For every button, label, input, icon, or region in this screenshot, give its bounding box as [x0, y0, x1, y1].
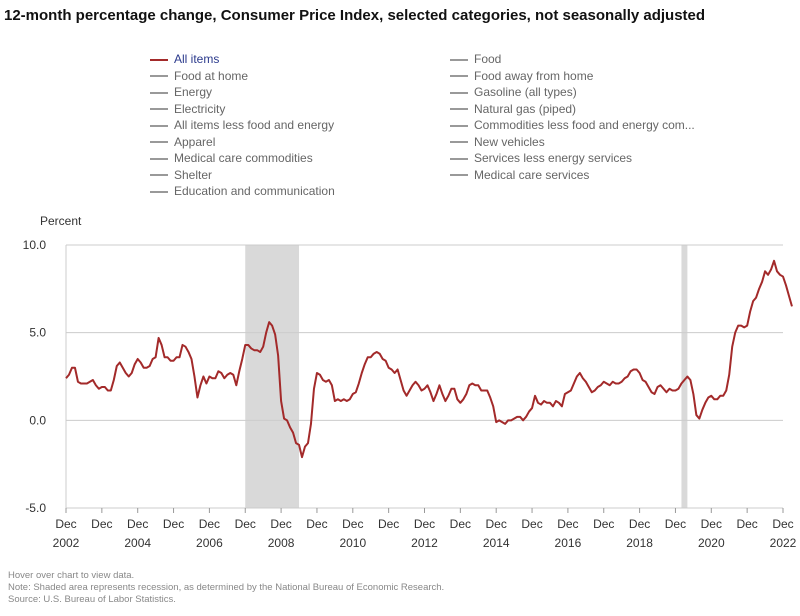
legend-label: Gasoline (all types) — [474, 85, 577, 99]
legend-item[interactable]: Energy — [150, 84, 212, 100]
x-tick-label: Dec — [736, 517, 757, 531]
line-chart[interactable]: 10.0 5.0 0.0 -5.0 Dec 2002 Dec Dec 2004 Dec Dec 200… — [0, 230, 800, 570]
legend-label: All items less food and energy — [174, 118, 335, 132]
x-tick-label: Dec — [486, 517, 507, 531]
footnote-hover: Hover over chart to view data. — [8, 570, 135, 581]
x-tick-year-label: 2020 — [698, 536, 725, 550]
legend-swatch-icon — [450, 124, 468, 127]
legend-label: Commodities less food and energy com... — [474, 118, 695, 132]
x-tick-label: Dec — [235, 517, 256, 531]
legend-item[interactable]: Food — [450, 51, 501, 67]
y-tick-label: 10.0 — [23, 238, 47, 252]
legend-label: Energy — [174, 85, 213, 99]
legend-item[interactable]: Food at home — [150, 68, 248, 84]
legend-swatch-icon — [450, 108, 468, 111]
legend-label: Medical care services — [474, 167, 590, 182]
legend-swatch-icon — [150, 174, 168, 177]
legend-item[interactable]: Shelter — [150, 167, 212, 183]
legend-swatch-icon — [150, 141, 168, 144]
legend-label: Shelter — [174, 167, 213, 182]
legend-label: Natural gas (piped) — [474, 101, 577, 116]
x-tick-year-label: 2014 — [483, 536, 510, 550]
x-tick-label: Dec — [701, 517, 722, 531]
legend-item[interactable]: Gasoline (all types) — [450, 84, 577, 100]
x-tick-label: Dec — [521, 517, 542, 531]
legend-label: Services less energy services — [474, 151, 633, 165]
x-tick-label: Dec — [557, 517, 578, 531]
x-tick-label: Dec — [127, 517, 148, 531]
y-tick-label: -5.0 — [25, 501, 46, 515]
legend-swatch-icon — [150, 91, 168, 94]
x-tick-year-label: 2012 — [411, 536, 438, 550]
x-tick-year-label: 2022 — [770, 536, 797, 550]
legend-item[interactable]: New vehicles — [450, 134, 545, 150]
legend-label: Food — [474, 52, 502, 66]
x-tick-label: Dec — [270, 517, 291, 531]
legend-swatch-icon — [450, 75, 468, 78]
footnote-recession: Note: Shaded area represents recession, … — [8, 582, 445, 593]
x-tick-year-label: 2006 — [196, 536, 223, 550]
legend-item[interactable]: Services less energy services — [450, 150, 632, 166]
recession-band — [245, 245, 300, 508]
legend-swatch-icon — [150, 190, 168, 193]
legend-swatch-icon — [150, 124, 168, 127]
y-axis-label: Percent — [40, 214, 82, 228]
x-tick-label: Dec — [163, 517, 184, 531]
legend-item[interactable]: All items less food and energy — [150, 117, 334, 133]
legend-label: Food away from home — [474, 68, 594, 83]
legend-label: All items — [174, 52, 220, 66]
legend-swatch-icon — [150, 58, 168, 61]
x-tick-label: Dec — [378, 517, 399, 531]
x-tick-label: Dec — [306, 517, 327, 531]
legend-label: Medical care commodities — [174, 151, 313, 165]
legend-item[interactable]: Medical care commodities — [150, 150, 313, 166]
legend-label: Education and communication — [174, 184, 335, 198]
legend-item[interactable]: Apparel — [150, 134, 215, 150]
legend-item[interactable]: Education and communication — [150, 183, 335, 199]
legend-label: Food at home — [174, 68, 249, 83]
legend-swatch-icon — [150, 108, 168, 111]
y-tick-label: 0.0 — [29, 413, 46, 427]
x-tick-label: Dec — [55, 517, 76, 531]
legend-label: Electricity — [174, 101, 226, 116]
legend-swatch-icon — [150, 157, 168, 160]
legend-swatch-icon — [450, 157, 468, 160]
x-tick-year-label: 2002 — [53, 536, 80, 550]
series-line-all-items[interactable] — [65, 259, 793, 459]
legend-item[interactable]: Commodities less food and energy com... — [450, 117, 695, 133]
x-tick-year-label: 2016 — [555, 536, 582, 550]
recession-band — [681, 245, 688, 508]
legend-label: New vehicles — [474, 134, 545, 149]
legend-swatch-icon — [450, 174, 468, 177]
legend-swatch-icon — [450, 141, 468, 144]
x-tick-year-label: 2004 — [124, 536, 151, 550]
legend-swatch-icon — [450, 91, 468, 94]
x-tick-label: Dec — [772, 517, 793, 531]
x-tick-label: Dec — [593, 517, 614, 531]
x-tick-year-label: 2010 — [339, 536, 366, 550]
legend-swatch-icon — [150, 75, 168, 78]
legend-item[interactable]: All items — [150, 51, 219, 67]
x-tick-year-label: 2018 — [626, 536, 653, 550]
x-tick-label: Dec — [91, 517, 112, 531]
legend-item[interactable]: Natural gas (piped) — [450, 101, 576, 117]
footnote-source: Source: U.S. Bureau of Labor Statistics. — [8, 594, 176, 605]
x-tick-label: Dec — [629, 517, 650, 531]
x-tick-year-label: 2008 — [268, 536, 295, 550]
legend-item[interactable]: Medical care services — [450, 167, 589, 183]
chart-title: 12-month percentage change, Consumer Pri… — [4, 7, 706, 24]
legend-item[interactable]: Food away from home — [450, 68, 593, 84]
x-tick-label: Dec — [414, 517, 435, 531]
x-tick-label: Dec — [665, 517, 686, 531]
x-tick-label: Dec — [199, 517, 220, 531]
y-tick-label: 5.0 — [29, 326, 46, 340]
legend-swatch-icon — [450, 58, 468, 61]
legend-label: Apparel — [174, 134, 216, 149]
legend-item[interactable]: Electricity — [150, 101, 225, 117]
x-tick-label: Dec — [450, 517, 471, 531]
x-tick-label: Dec — [342, 517, 363, 531]
